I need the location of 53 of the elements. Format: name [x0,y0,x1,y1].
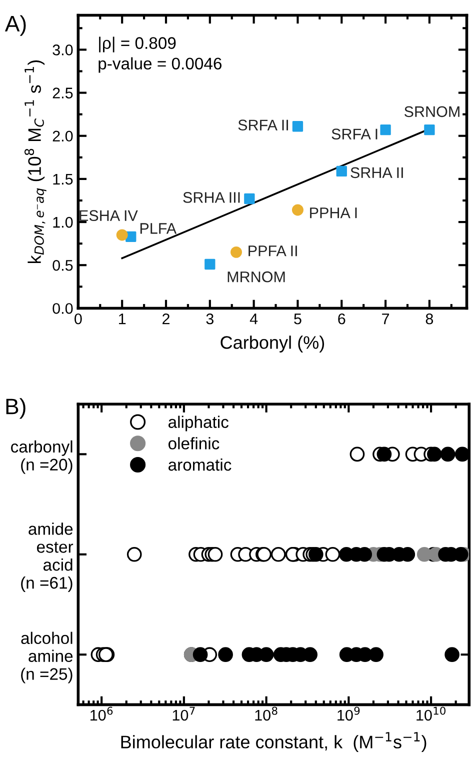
x-tick-label: 10$^{10}$ [416,706,446,721]
annotation: PLFA [140,223,177,234]
annotation: SRFA II [238,120,288,130]
y-tick-label: 1.0 [53,216,73,228]
legend-label: olefinic [168,437,220,450]
legend-label: aromatic [168,458,232,471]
annotation: PPHA I [310,208,357,218]
x-tick-label: 4 [250,314,258,324]
y-tick-label: 0.5 [52,260,73,271]
point [244,193,255,204]
annotation: ESHA IV [80,210,138,222]
x-tick-label: 2 [162,313,170,324]
x-tick-label: 6 [338,313,346,324]
y-tick-label: 2.5 [52,88,73,98]
text: k$_{DOM,e⁻aq}$ (10$^{8}$ M$_{C}$$^{−1}$ s$^{−1}$) [24,60,46,264]
y-tick-label: amide ester acid (n =61) [21,522,74,592]
x-tick-label: 3 [206,313,214,324]
y-tick-label: 3.0 [52,44,73,56]
y-tick-label: 2.0 [52,130,73,142]
x-axis-title: Carbonyl (%) [220,336,324,352]
annotation: |ρ| = 0.809 [99,36,176,52]
chart-title: B) [6,398,26,419]
x-tick-label: 5 [294,314,302,324]
annotation: SRHA III [183,192,240,203]
point [116,229,128,241]
x-tick-label: 0 [74,313,82,324]
y-tick-label: alcohol amine (n =25) [21,632,73,684]
point [204,258,216,270]
x-axis-title: Bimolecular rate constant, k (M$^{−1}$s$^{−1}$) [121,732,426,752]
point [424,124,435,136]
annotation: MRNOM [228,271,285,282]
y-tick-label: 0.0 [52,303,73,314]
point [292,121,304,132]
point [380,124,391,136]
chart-title: A) [4,15,26,36]
x-tick-label: 10$^{8}$ [255,706,278,721]
x-tick-label: 10$^{7}$ [172,706,195,721]
x-tick-label: 1 [119,314,126,324]
legend-label: aliphatic [168,416,229,432]
point [230,246,242,258]
x-tick-label: 10$^{9}$ [338,706,360,721]
x-tick-label: 7 [382,314,390,324]
y-tick-label: 1.5 [53,174,73,185]
point [336,166,347,177]
point [292,204,304,216]
x-tick-label: 10$^{6}$ [90,706,113,721]
annotation: SRHA II [350,167,403,178]
annotation: SRFA I [332,128,378,140]
annotation: PPFA II [248,246,297,256]
annotation: SRNOM [404,106,460,118]
x-tick-label: 8 [426,313,434,324]
annotation: p-value = 0.0046 [98,57,222,73]
y-tick-label: carbonyl (n =20) [11,440,72,474]
